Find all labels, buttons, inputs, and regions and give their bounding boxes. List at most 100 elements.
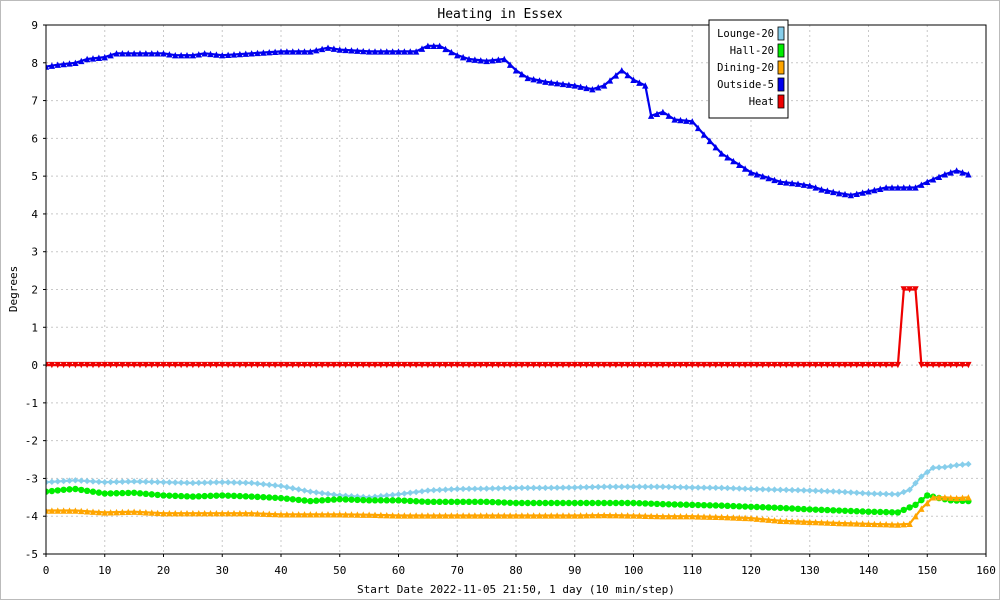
data-point <box>389 491 396 499</box>
data-point <box>941 494 949 501</box>
data-point <box>160 50 167 57</box>
data-point <box>759 486 766 493</box>
data-point <box>324 361 332 369</box>
x-tick-label: 0 <box>43 564 50 577</box>
data-point <box>230 51 238 58</box>
data-point <box>119 508 126 516</box>
data-point <box>595 84 602 91</box>
data-point <box>318 489 326 497</box>
data-point <box>553 361 561 369</box>
data-point <box>636 500 643 507</box>
data-point <box>659 361 667 369</box>
data-point <box>248 493 255 500</box>
data-point <box>119 361 126 369</box>
data-point <box>700 131 708 138</box>
data-point <box>589 499 596 507</box>
data-point <box>788 518 796 525</box>
data-point <box>313 361 320 369</box>
data-point <box>800 505 808 513</box>
data-point <box>148 478 155 486</box>
data-point <box>330 361 338 369</box>
data-point <box>83 508 91 515</box>
data-point <box>277 48 285 55</box>
data-point <box>166 492 173 499</box>
x-axis-label: Start Date 2022-11-05 21:50, 1 day (10 m… <box>357 583 675 596</box>
data-point <box>354 496 361 504</box>
data-point <box>618 512 625 519</box>
data-point <box>295 486 302 493</box>
data-point <box>266 49 273 56</box>
data-point <box>477 512 484 519</box>
data-point <box>125 489 132 497</box>
data-point <box>219 52 226 59</box>
data-point <box>518 484 526 492</box>
data-point <box>289 361 296 369</box>
data-point <box>559 484 567 491</box>
data-point <box>965 171 972 178</box>
data-point <box>788 361 796 369</box>
legend-swatch <box>777 94 785 109</box>
data-point <box>271 361 279 369</box>
data-point <box>589 86 596 93</box>
data-point <box>589 483 596 491</box>
data-point <box>947 494 954 501</box>
data-point <box>794 505 802 513</box>
data-point <box>877 490 884 498</box>
data-point <box>912 513 919 520</box>
data-point <box>636 361 643 369</box>
data-point <box>677 483 684 491</box>
data-point <box>518 70 526 78</box>
data-point <box>847 520 855 527</box>
data-point <box>113 361 120 369</box>
data-point <box>254 493 261 501</box>
data-point <box>671 501 678 508</box>
data-point <box>318 497 326 504</box>
x-tick-label: 110 <box>682 564 702 577</box>
data-point <box>835 189 843 197</box>
data-point <box>818 506 825 514</box>
data-point <box>524 499 531 507</box>
data-point <box>154 50 161 57</box>
data-point <box>418 361 426 369</box>
data-point <box>224 492 232 499</box>
data-point <box>148 491 155 498</box>
data-point <box>565 499 573 507</box>
data-point <box>348 47 355 54</box>
data-point <box>277 511 285 518</box>
data-point <box>759 515 766 523</box>
data-point <box>489 512 496 519</box>
data-point <box>835 361 843 369</box>
data-point <box>207 509 214 517</box>
data-point <box>548 361 555 369</box>
data-point <box>442 361 449 369</box>
data-point <box>172 52 179 59</box>
data-point <box>213 479 220 486</box>
data-point <box>665 483 672 491</box>
data-point <box>266 481 273 488</box>
data-point <box>324 490 332 498</box>
data-point <box>841 361 849 369</box>
data-point <box>424 487 432 494</box>
data-point <box>230 361 238 369</box>
data-point <box>448 498 455 506</box>
data-point <box>694 484 702 491</box>
data-point <box>454 52 461 59</box>
data-point <box>66 60 73 67</box>
data-point <box>830 361 837 369</box>
data-point <box>824 519 831 526</box>
data-point <box>113 490 120 497</box>
data-point <box>412 488 420 496</box>
data-point <box>542 484 549 492</box>
data-point <box>759 172 766 180</box>
data-point <box>841 507 849 514</box>
data-point <box>430 498 437 506</box>
data-point <box>736 503 743 510</box>
data-point <box>83 55 91 63</box>
data-point <box>313 489 320 496</box>
data-point <box>694 124 702 132</box>
data-point <box>501 512 508 519</box>
data-point <box>189 479 197 487</box>
data-point <box>865 361 872 369</box>
data-point <box>835 488 843 495</box>
data-point <box>501 361 508 369</box>
